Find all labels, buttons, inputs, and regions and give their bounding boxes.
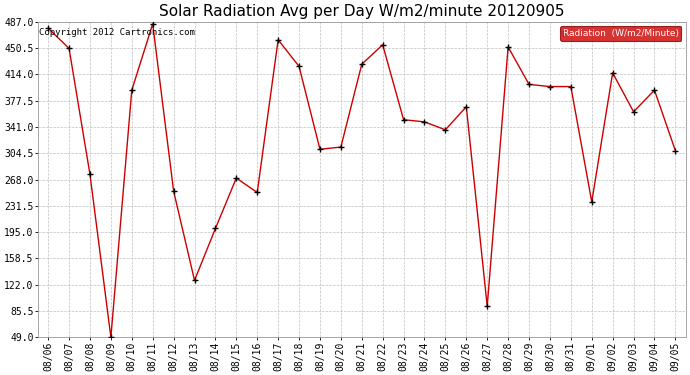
Legend: Radiation  (W/m2/Minute): Radiation (W/m2/Minute) [560,26,681,40]
Text: Copyright 2012 Cartronics.com: Copyright 2012 Cartronics.com [39,28,195,37]
Title: Solar Radiation Avg per Day W/m2/minute 20120905: Solar Radiation Avg per Day W/m2/minute … [159,4,564,19]
